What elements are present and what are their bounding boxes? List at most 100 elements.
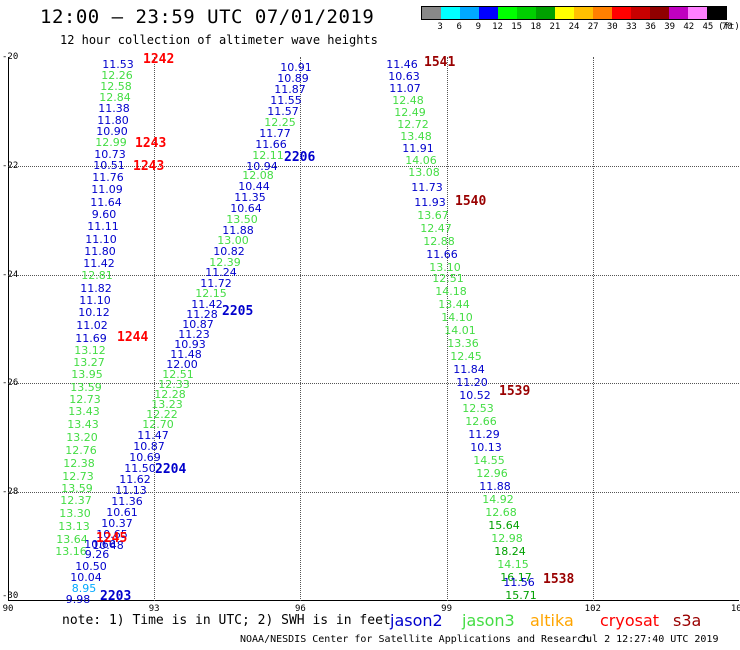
swh-value: 15.64 — [488, 519, 520, 532]
swh-value: 11.53 — [102, 58, 134, 71]
pass-number: 1243 — [135, 136, 167, 151]
pass-number: 2204 — [155, 462, 187, 477]
swh-value: 10.44 — [238, 180, 270, 193]
legend-altika: altika — [530, 611, 574, 630]
swh-value: 11.09 — [91, 183, 123, 196]
pass-number: 2205 — [222, 304, 254, 319]
swh-value: 11.11 — [87, 220, 119, 233]
swh-value: 11.91 — [402, 142, 434, 155]
swh-value: 13.43 — [67, 418, 99, 431]
swh-value: 11.29 — [468, 428, 500, 441]
swh-value: 12.99 — [95, 136, 127, 149]
swh-value: 12.70 — [142, 418, 174, 431]
swh-value: 11.57 — [267, 105, 299, 118]
swh-value: 10.91 — [280, 61, 312, 74]
scale-label: 27 — [587, 22, 599, 32]
plot-area — [8, 57, 739, 601]
legend-s3a: s3a — [673, 611, 702, 630]
swh-value: 11.77 — [259, 127, 291, 140]
swh-value: 10.50 — [75, 560, 107, 573]
x-tick-label: 96 — [294, 604, 306, 614]
swh-value: 10.37 — [101, 517, 133, 530]
swh-value: 10.48 — [92, 539, 124, 552]
scale-cell — [498, 7, 517, 19]
scale-cell — [460, 7, 479, 19]
x-tick-label: 102 — [584, 604, 601, 614]
swh-value: 11.55 — [270, 94, 302, 107]
scale-cell — [631, 7, 650, 19]
swh-value: 18.24 — [494, 545, 526, 558]
swh-value: 12.37 — [60, 494, 92, 507]
scale-label: 39 — [664, 22, 676, 32]
swh-value: 12.45 — [450, 350, 482, 363]
swh-value: 11.93 — [414, 196, 446, 209]
swh-value: 11.80 — [84, 245, 116, 258]
swh-value: 11.10 — [79, 294, 111, 307]
swh-value: 11.88 — [479, 480, 511, 493]
y-tick-label: -30 — [2, 591, 19, 601]
swh-value: 10.94 — [246, 160, 278, 173]
scale-label: 36 — [645, 22, 656, 32]
scale-cell — [441, 7, 460, 19]
swh-value: 12.08 — [242, 169, 274, 182]
y-tick-label: -24 — [2, 269, 19, 280]
swh-value: 10.93 — [174, 338, 206, 351]
swh-value: 11.64 — [90, 196, 122, 209]
pass-number: 1538 — [543, 572, 575, 587]
footer-credit: NOAA/NESDIS Center for Satellite Applica… — [240, 634, 590, 645]
grid-line-vertical — [300, 57, 302, 601]
swh-value: 9.98 — [65, 593, 91, 606]
swh-value: 11.66 — [426, 248, 458, 261]
y-tick-label: -28 — [2, 487, 19, 498]
swh-value: 12.58 — [100, 80, 132, 93]
swh-value: 12.15 — [195, 287, 227, 300]
swh-value: 13.67 — [417, 209, 449, 222]
swh-value: 12.51 — [432, 272, 464, 285]
swh-value: 15.71 — [505, 589, 537, 602]
swh-value: 10.04 — [70, 571, 102, 584]
x-tick-label: 99 — [441, 604, 453, 614]
swh-value: 12.26 — [101, 69, 133, 82]
swh-value: 11.88 — [222, 224, 254, 237]
grid-line-horizontal — [8, 383, 739, 385]
scale-label: 21 — [549, 22, 561, 32]
swh-value: 11.46 — [386, 58, 418, 71]
swh-value: 11.02 — [76, 319, 108, 332]
pass-number: 1245 — [96, 531, 128, 546]
legend-cryosat: cryosat — [600, 611, 660, 630]
scale-cell — [688, 7, 707, 19]
swh-value: 13.50 — [226, 213, 258, 226]
scale-cell — [536, 7, 555, 19]
swh-value: 11.10 — [85, 233, 117, 246]
swh-value: 14.18 — [435, 285, 467, 298]
scale-label: (ft) — [718, 22, 740, 32]
swh-value: 11.50 — [124, 462, 156, 475]
footer-timestamp: Jul 2 12:27:40 UTC 2019 — [580, 634, 719, 645]
y-tick-label: -26 — [2, 378, 19, 389]
swh-value: 11.24 — [205, 266, 237, 279]
pass-number: 1539 — [499, 384, 531, 399]
swh-value: 12.73 — [62, 470, 94, 483]
swh-value: 9.60 — [91, 208, 117, 221]
swh-value: 10.51 — [93, 159, 125, 172]
swh-value: 12.76 — [65, 444, 97, 457]
swh-value: 12.47 — [420, 222, 452, 235]
swh-value: 12.68 — [485, 506, 517, 519]
swh-value: 14.06 — [405, 154, 437, 167]
swh-value: 14.92 — [482, 493, 514, 506]
scale-cell — [479, 7, 498, 19]
swh-value: 12.38 — [63, 457, 95, 470]
swh-value: 12.25 — [264, 116, 296, 129]
scale-label: 24 — [568, 22, 580, 32]
swh-value: 12.81 — [81, 269, 113, 282]
swh-value: 11.84 — [453, 363, 485, 376]
swh-value: 10.63 — [388, 70, 420, 83]
swh-value: 11.73 — [411, 181, 443, 194]
grid-line-vertical — [592, 57, 594, 601]
scale-label: 70 — [721, 22, 733, 32]
swh-value: 13.95 — [71, 368, 103, 381]
scale-label: 15 — [511, 22, 523, 32]
swh-value: 10.61 — [106, 506, 138, 519]
swh-value: 11.20 — [456, 376, 488, 389]
swh-value: 10.65 — [96, 528, 128, 541]
